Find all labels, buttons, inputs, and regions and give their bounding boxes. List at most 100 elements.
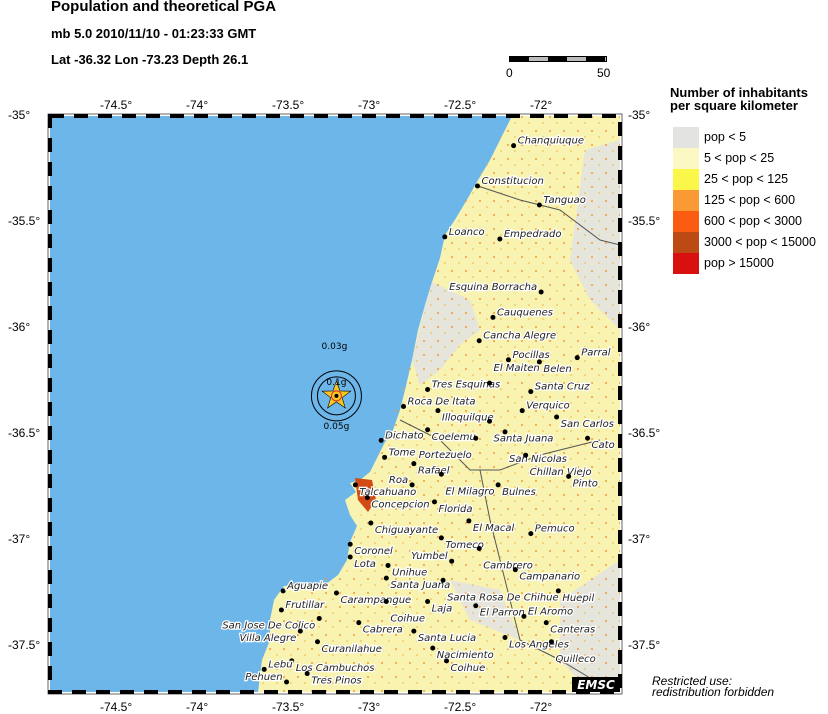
town-label: Roa bbox=[389, 475, 408, 486]
town-marker bbox=[548, 639, 554, 645]
town-label: San Carlos bbox=[561, 419, 614, 430]
town-marker bbox=[347, 554, 353, 560]
town-marker bbox=[528, 389, 534, 395]
legend-label: 25 < pop < 125 bbox=[704, 172, 789, 186]
town-label: Cabrera bbox=[363, 625, 403, 636]
town-marker bbox=[490, 314, 496, 320]
town-marker bbox=[538, 289, 544, 295]
town-label: Constitucion bbox=[481, 176, 543, 187]
town-label: Quilleco bbox=[555, 654, 595, 665]
legend-swatch bbox=[673, 169, 699, 190]
town-marker bbox=[555, 588, 561, 594]
lon-tick-label: -74° bbox=[186, 98, 209, 112]
town-label: El Milagro bbox=[445, 486, 494, 497]
pga-contour-0.05g bbox=[316, 376, 356, 416]
scale-bar bbox=[509, 56, 607, 62]
pga-label: 0.1g bbox=[326, 378, 346, 388]
town-label: Florida bbox=[438, 504, 472, 515]
town-marker bbox=[289, 658, 295, 664]
legend-label: 3000 < pop < 15000 bbox=[704, 235, 816, 249]
town-label: Portezuelo bbox=[419, 450, 472, 461]
town-label: Huepil bbox=[562, 593, 594, 604]
lon-tick-label: -73.5° bbox=[272, 700, 305, 714]
town-label: Laja bbox=[432, 603, 453, 614]
lon-tick-label: -73.5° bbox=[272, 98, 305, 112]
town-label: Tres Esquinas bbox=[432, 379, 501, 390]
town-marker bbox=[383, 598, 389, 604]
town-marker bbox=[495, 482, 501, 488]
lon-tick-label: -72° bbox=[530, 700, 553, 714]
legend-label: pop > 15000 bbox=[704, 256, 774, 270]
event-info: mb 5.0 2010/11/10 - 01:23:33 GMT bbox=[51, 26, 257, 41]
legend-swatch bbox=[673, 253, 699, 274]
epicenter: 0.1g 0.03g 0.05g bbox=[310, 342, 362, 432]
scale-max: 50 bbox=[597, 66, 611, 80]
lat-tick-label: -37.5° bbox=[628, 638, 661, 652]
town-marker bbox=[536, 202, 542, 208]
town-label: Pocillas bbox=[512, 350, 549, 361]
lon-tick-label: -73° bbox=[358, 98, 381, 112]
town-label: Curanilahue bbox=[322, 644, 382, 655]
legend-swatch bbox=[673, 232, 699, 253]
town-marker bbox=[435, 408, 441, 414]
town-label: Chanquiuque bbox=[518, 136, 584, 147]
town-label: Villa Alegre bbox=[239, 633, 296, 644]
town-label: Tres Pinos bbox=[311, 676, 361, 687]
town-label: Nacimiento bbox=[437, 650, 494, 661]
town-label: Verquico bbox=[526, 401, 570, 412]
town-marker bbox=[409, 482, 415, 488]
lon-tick-label: -74.5° bbox=[100, 98, 133, 112]
town-marker bbox=[385, 562, 391, 568]
town-label: Coihue bbox=[451, 663, 486, 674]
town-marker bbox=[425, 598, 431, 604]
town-label: Canteras bbox=[550, 625, 595, 636]
town-marker bbox=[352, 482, 358, 488]
legend-swatch bbox=[673, 148, 699, 169]
legend-swatch bbox=[673, 190, 699, 211]
lat-tick-label: -35.5° bbox=[628, 214, 661, 228]
town-marker bbox=[574, 355, 580, 361]
town-label: San Jose De Colico bbox=[222, 620, 315, 631]
town-label: Santa Rosa De Chihue bbox=[447, 592, 559, 603]
town-label: Pinto bbox=[573, 478, 598, 489]
town-marker bbox=[474, 183, 480, 189]
town-marker bbox=[536, 359, 542, 365]
town-label: Coihue bbox=[390, 613, 425, 624]
town-label: Santa Juana bbox=[494, 433, 554, 444]
town-marker bbox=[347, 541, 353, 547]
town-marker bbox=[444, 658, 450, 664]
town-marker bbox=[411, 628, 417, 634]
town-label: Tomeco bbox=[445, 540, 484, 551]
town-marker bbox=[497, 236, 503, 242]
town-marker bbox=[585, 435, 591, 441]
town-marker bbox=[297, 628, 303, 634]
town-marker bbox=[502, 635, 508, 641]
town-label: Dichato bbox=[385, 430, 423, 441]
town-marker bbox=[280, 588, 286, 594]
lat-tick-label: -36° bbox=[628, 320, 651, 334]
town-label: Tome bbox=[389, 447, 416, 458]
lat-tick-label: -37.5° bbox=[8, 638, 41, 652]
town-marker bbox=[449, 558, 455, 564]
town-marker bbox=[528, 531, 534, 537]
town-label: Santa Cruz bbox=[535, 382, 590, 393]
scale-min: 0 bbox=[506, 66, 513, 80]
lat-tick-label: -36.5° bbox=[628, 426, 661, 440]
town-label: Roca De Itata bbox=[408, 396, 476, 407]
town-marker bbox=[378, 437, 384, 443]
restriction-note: Restricted use: redistribution forbidden bbox=[652, 674, 775, 699]
town-marker bbox=[438, 535, 444, 541]
town-label: Santa Juana bbox=[390, 580, 450, 591]
lat-tick-label: -35° bbox=[628, 108, 651, 122]
town-label: Aguapie bbox=[286, 581, 328, 592]
town-marker bbox=[473, 435, 479, 441]
town-label: Cambrero bbox=[483, 560, 533, 571]
town-marker bbox=[476, 338, 482, 344]
town-label: Campanario bbox=[519, 572, 580, 583]
town-marker bbox=[425, 427, 431, 433]
town-marker bbox=[333, 590, 339, 596]
town-marker bbox=[487, 418, 493, 424]
town-label: Cauquenes bbox=[497, 307, 553, 318]
lon-tick-label: -72.5° bbox=[444, 98, 477, 112]
emsc-logo bbox=[572, 677, 620, 692]
